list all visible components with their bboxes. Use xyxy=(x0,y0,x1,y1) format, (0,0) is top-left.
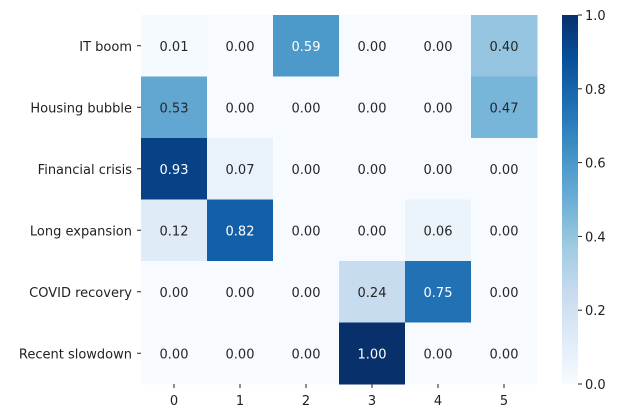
cell-value-label: 0.00 xyxy=(424,40,453,55)
heatmap-cell xyxy=(405,76,472,139)
cell-value-label: 0.00 xyxy=(490,347,519,362)
x-tick-label: 3 xyxy=(368,394,376,409)
colorbar: 0.0 0.2 0.4 0.6 0.8 1.0 xyxy=(562,9,606,393)
colorbar-tick-label: 0.6 xyxy=(585,157,606,172)
heatmap-cell xyxy=(141,322,208,385)
heatmap-cell xyxy=(207,322,274,385)
colorbar-tick-label: 0.0 xyxy=(585,378,606,393)
heatmap-cell xyxy=(141,261,208,323)
cell-value-label: 0.00 xyxy=(292,286,321,301)
heatmap-cell xyxy=(141,15,208,77)
cell-value-label: 0.00 xyxy=(292,224,321,239)
heatmap-cell xyxy=(405,15,472,77)
heatmap-cell xyxy=(273,322,340,385)
heatmap-cell xyxy=(339,15,406,77)
cell-value-label: 0.00 xyxy=(292,101,321,116)
cell-value-label: 0.00 xyxy=(292,163,321,178)
cell-value-label: 0.00 xyxy=(490,286,519,301)
cell-value-label: 0.00 xyxy=(226,40,255,55)
colorbar-gradient xyxy=(562,15,578,384)
cell-value-label: 0.82 xyxy=(226,224,255,239)
heatmap-cell xyxy=(207,15,274,77)
heatmap-cell xyxy=(405,138,472,200)
x-tick-label: 0 xyxy=(170,394,178,409)
heatmap-cell xyxy=(273,15,340,77)
cell-value-label: 0.00 xyxy=(160,347,189,362)
heatmap-cell xyxy=(273,261,340,323)
heatmap-cell xyxy=(141,138,208,200)
cell-value-label: 0.00 xyxy=(424,163,453,178)
heatmap-cell xyxy=(141,199,208,262)
heatmap-cell xyxy=(273,76,340,139)
heatmap-cell xyxy=(471,322,538,385)
heatmap-cell xyxy=(207,261,274,323)
y-tick-label: Recent slowdown xyxy=(19,347,132,362)
x-tick-label: 4 xyxy=(434,394,442,409)
cell-value-label: 1.00 xyxy=(358,347,387,362)
heatmap-cell xyxy=(471,199,538,262)
cell-value-label: 0.01 xyxy=(160,40,189,55)
y-axis: IT boom Housing bubble Financial crisis Lon… xyxy=(19,40,141,362)
heatmap-grid: 0.01 0.00 0.59 0.00 0.00 0.40 0.53 0.00 0.00 0.00… xyxy=(141,15,538,385)
cell-value-label: 0.53 xyxy=(160,101,189,116)
y-tick-label: COVID recovery xyxy=(29,286,132,301)
cell-value-label: 0.00 xyxy=(358,101,387,116)
cell-value-label: 0.12 xyxy=(160,224,189,239)
y-tick-label: Financial crisis xyxy=(38,163,133,178)
x-axis: 0 1 2 3 4 5 xyxy=(170,384,508,409)
heatmap-cell xyxy=(471,138,538,200)
heatmap-cell xyxy=(141,76,208,139)
x-tick-label: 1 xyxy=(236,394,244,409)
heatmap-cell xyxy=(207,76,274,139)
heatmap-cell xyxy=(273,138,340,200)
cell-value-label: 0.59 xyxy=(292,40,321,55)
heatmap-cell xyxy=(339,199,406,262)
heatmap-cell xyxy=(471,261,538,323)
cell-value-label: 0.00 xyxy=(226,101,255,116)
x-tick-label: 5 xyxy=(500,394,508,409)
cell-value-label: 0.00 xyxy=(490,224,519,239)
heatmap-cell xyxy=(405,199,472,262)
cell-value-label: 0.93 xyxy=(160,163,189,178)
cell-value-label: 0.47 xyxy=(490,101,519,116)
colorbar-tick-label: 1.0 xyxy=(585,9,606,24)
heatmap-cell xyxy=(207,138,274,200)
cell-value-label: 0.00 xyxy=(226,286,255,301)
cell-value-label: 0.00 xyxy=(160,286,189,301)
heatmap-cell xyxy=(273,199,340,262)
heatmap-cell xyxy=(471,76,538,139)
cell-value-label: 0.00 xyxy=(292,347,321,362)
heatmap-cell xyxy=(339,322,406,385)
cell-value-label: 0.06 xyxy=(424,224,453,239)
y-tick-label: Long expansion xyxy=(30,224,132,239)
cell-value-label: 0.24 xyxy=(358,286,387,301)
heatmap-cell xyxy=(207,199,274,262)
y-tick-label: IT boom xyxy=(79,40,132,55)
cell-value-label: 0.00 xyxy=(358,40,387,55)
cell-value-label: 0.40 xyxy=(490,40,519,55)
cell-value-label: 0.00 xyxy=(490,163,519,178)
cell-value-label: 0.00 xyxy=(358,224,387,239)
cell-value-label: 0.75 xyxy=(424,286,453,301)
cell-value-label: 0.07 xyxy=(226,163,255,178)
y-tick-label: Housing bubble xyxy=(30,101,132,116)
heatmap-cell xyxy=(405,322,472,385)
cell-value-label: 0.00 xyxy=(226,347,255,362)
heatmap-cell xyxy=(339,138,406,200)
heatmap-cell xyxy=(339,261,406,323)
cell-value-label: 0.00 xyxy=(424,347,453,362)
colorbar-tick-label: 0.2 xyxy=(585,304,606,319)
colorbar-tick-label: 0.8 xyxy=(585,83,606,98)
x-tick-label: 2 xyxy=(302,394,310,409)
heatmap-cell xyxy=(471,15,538,77)
cell-value-label: 0.00 xyxy=(358,163,387,178)
cell-value-label: 0.00 xyxy=(424,101,453,116)
heatmap-cell xyxy=(405,261,472,323)
colorbar-tick-label: 0.4 xyxy=(585,230,606,245)
heatmap-cell xyxy=(339,76,406,139)
